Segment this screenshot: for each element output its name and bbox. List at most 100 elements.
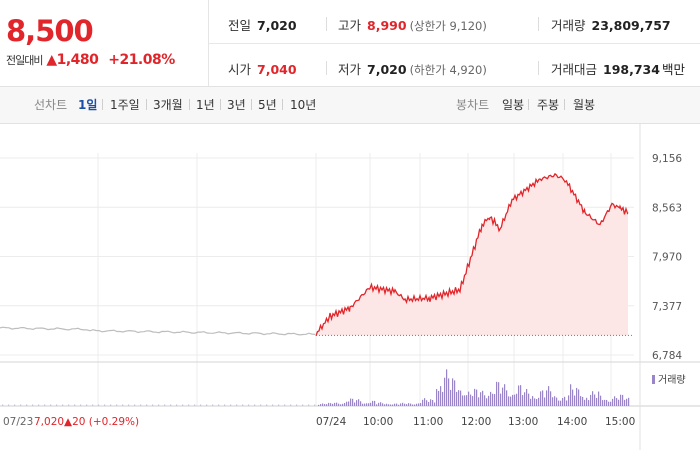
volume-bar (468, 391, 470, 406)
volume-bar (164, 404, 166, 406)
period-1w-tab[interactable]: 1주일 (110, 98, 140, 112)
volume-bar (478, 397, 480, 406)
volume-bar (402, 402, 404, 406)
volume-bar (412, 404, 414, 406)
volume-bar (470, 394, 472, 406)
change-value: 1,480 (56, 52, 99, 68)
volume-bar (272, 404, 274, 406)
volume-bar (432, 400, 434, 406)
volume-bar (602, 400, 604, 406)
volume-bar (576, 387, 578, 406)
volume-bar (622, 394, 624, 406)
stat-open-label: 시가 (228, 62, 252, 77)
stat-prev-close-label: 전일 (228, 18, 252, 33)
volume-bar (406, 404, 408, 406)
volume-bar (490, 391, 492, 406)
candle-weekly-tab[interactable]: 주봉 (537, 98, 560, 112)
stat-low-value: 7,020 (367, 62, 407, 77)
volume-bar (254, 404, 256, 406)
volume-bar (348, 401, 350, 406)
stat-high-value: 8,990 (367, 18, 407, 33)
y-tick-label: 9,156 (652, 153, 682, 165)
volume-bar (500, 393, 502, 406)
volume-bar (332, 403, 334, 406)
change-up-arrow-icon: ▲ (46, 52, 57, 68)
volume-bar (600, 395, 602, 406)
volume-bar (494, 394, 496, 406)
volume-bar (128, 404, 130, 406)
volume-bar (552, 397, 554, 406)
stat-high-label: 고가 (338, 18, 362, 33)
period-3m-tab[interactable]: 3개월 (153, 98, 183, 112)
x-tick-label: 07/24 (316, 416, 347, 428)
volume-bar (560, 400, 562, 406)
x-tick-label: 13:00 (508, 416, 538, 428)
volume-bar (74, 404, 76, 406)
volume-bar (606, 399, 608, 406)
volume-bar (584, 399, 586, 406)
volume-bar (628, 397, 630, 406)
volume-bar (482, 390, 484, 406)
volume-bar (290, 404, 292, 406)
stat-volume: 거래량 23,809,757 (551, 15, 671, 34)
period-1y-tab[interactable]: 1년 (196, 98, 215, 112)
y-tick-label: 6,784 (652, 350, 682, 362)
volume-bar (616, 398, 618, 406)
volume-bar (426, 400, 428, 406)
volume-bar (472, 396, 474, 406)
period-3y-tab[interactable]: 3년 (227, 98, 246, 112)
volume-bar (32, 404, 34, 406)
period-10y-tab[interactable]: 10년 (290, 98, 317, 112)
volume-bar (554, 396, 556, 406)
volume-bar (206, 404, 208, 406)
volume-bar (436, 389, 438, 406)
stat-amount-value: 198,734 (603, 62, 660, 77)
stat-volume-label: 거래량 (551, 18, 586, 33)
stat-low-label: 저가 (338, 62, 362, 77)
period-1d-tab[interactable]: 1일 (78, 98, 98, 112)
volume-bar (116, 404, 118, 406)
volume-bar (26, 404, 28, 406)
volume-bar (540, 391, 542, 406)
chart-toolbar: 선차트 1일 1주일 3개월 1년 3년 5년 10년 봉차트 일봉 주봉 월봉 (0, 86, 700, 124)
volume-bar (170, 404, 172, 406)
volume-bar (338, 403, 340, 406)
volume-bar (158, 404, 160, 406)
volume-bar (374, 400, 376, 406)
price-summary: 8,500 전일대비 ▲1,480 +21.08% (0, 0, 209, 86)
volume-bar (548, 386, 550, 406)
volume-bar (212, 404, 214, 406)
volume-bar (398, 404, 400, 406)
volume-bar (408, 403, 410, 406)
volume-bar (322, 403, 324, 406)
volume-bar (416, 403, 418, 406)
volume-bar (260, 404, 262, 406)
period-5y-tab[interactable]: 5년 (258, 98, 277, 112)
volume-bar (550, 391, 552, 406)
volume-bars (2, 369, 630, 406)
volume-bar (350, 398, 352, 406)
candle-daily-tab[interactable]: 일봉 (502, 98, 525, 112)
volume-bar (68, 404, 70, 406)
line-chart-label: 선차트 (34, 98, 68, 112)
volume-bar (522, 395, 524, 406)
volume-bar (614, 396, 616, 406)
stat-open-value: 7,040 (257, 62, 297, 77)
volume-bar (384, 404, 386, 406)
candle-chart-label: 봉차트 (456, 98, 490, 112)
prev-day-price: 7,020 (34, 416, 64, 428)
stat-high: 고가 8,990 (상한가 9,120) (338, 15, 487, 34)
divider (538, 17, 539, 31)
volume-bar (334, 402, 336, 406)
volume-bar (354, 402, 356, 406)
volume-bar (428, 401, 430, 406)
price-area-fill (316, 173, 628, 336)
volume-bar (460, 390, 462, 406)
volume-bar (452, 378, 454, 406)
y-tick-label: 8,563 (652, 202, 682, 214)
candle-monthly-tab[interactable]: 월봉 (573, 98, 596, 112)
volume-bar (516, 393, 518, 406)
volume-bar (188, 404, 190, 406)
volume-bar (448, 378, 450, 406)
volume-bar (62, 404, 64, 406)
